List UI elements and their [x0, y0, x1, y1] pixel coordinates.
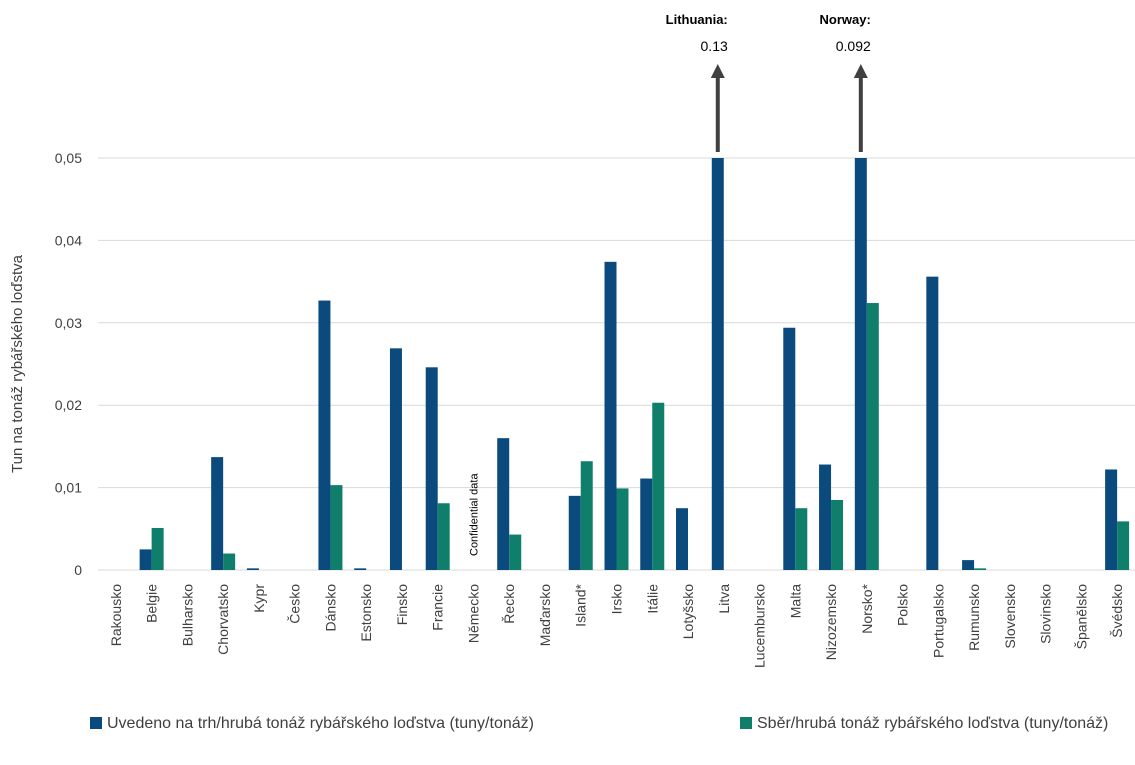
bar [1117, 521, 1130, 570]
bar [568, 495, 581, 570]
bar [425, 367, 438, 570]
callout-value: 0.13 [701, 38, 728, 54]
y-axis-label: Tun na tonáž rybářského loďstva [9, 254, 26, 473]
bar [819, 464, 832, 570]
bar [962, 560, 975, 570]
x-tick-label: Kypr [251, 584, 267, 613]
x-tick-label: Rakousko [108, 584, 124, 646]
y-tick-label: 0,01 [55, 480, 82, 496]
bar [974, 568, 987, 570]
bar [795, 508, 808, 570]
x-tick-label: Slovensko [1002, 584, 1018, 649]
overflow-arrow-head [853, 64, 868, 78]
x-tick-label: Nizozemsko [823, 584, 839, 660]
bar [509, 534, 522, 570]
y-axis-ticks: 0 0,01 0,02 0,03 0,04 0,05 [55, 150, 82, 578]
bar [389, 348, 402, 570]
bar [580, 461, 593, 570]
x-tick-label: Island* [573, 583, 589, 626]
bars [139, 158, 1130, 570]
legend-label-marketed: Uvedeno na trh/hrubá tonáž rybářského lo… [107, 715, 534, 732]
bar [676, 508, 689, 570]
legend-label-collected: Sběr/hrubá tonáž rybářského loďstva (tun… [757, 715, 1109, 732]
bar [139, 549, 152, 570]
x-tick-label: Řecko [501, 584, 517, 624]
x-tick-label: Belgie [144, 584, 160, 623]
x-tick-label: Španělsko [1073, 584, 1089, 650]
x-tick-label: Portugalsko [930, 584, 946, 658]
y-tick-label: 0,05 [55, 150, 82, 166]
legend-swatch-collected [740, 717, 752, 729]
bar [604, 261, 617, 570]
annotations: Lithuania: 0.13 Norway: 0.092 Confidential d… [468, 12, 871, 556]
x-axis-categories: Rakousko Belgie Bulharsko Chorvatsko Kypr Čes… [108, 583, 1125, 668]
bar [831, 499, 844, 570]
y-tick-label: 0 [74, 562, 82, 578]
bar [640, 478, 653, 570]
callout-label: Lithuania: [666, 12, 728, 27]
x-tick-label: Finsko [394, 584, 410, 625]
bar [246, 568, 259, 570]
x-tick-label: Rumunsko [966, 584, 982, 651]
bar [1105, 469, 1118, 570]
bar [497, 438, 510, 570]
x-tick-label: Dánsko [322, 584, 338, 632]
x-tick-label: Norsko* [859, 583, 875, 633]
legend-item-collected: Sběr/hrubá tonáž rybářského loďstva (tun… [740, 712, 1120, 736]
x-tick-label: Polsko [895, 584, 911, 626]
bar [854, 158, 867, 570]
bar [616, 488, 629, 570]
bar [866, 303, 879, 570]
x-tick-label: Chorvatsko [215, 584, 231, 655]
overflow-arrow-head [710, 64, 725, 78]
x-tick-label: Itálie [644, 584, 660, 614]
y-tick-label: 0,04 [55, 232, 82, 248]
bar [223, 553, 236, 570]
x-tick-label: Francie [430, 584, 446, 631]
x-tick-label: Slovinsko [1038, 584, 1054, 644]
bar [354, 568, 367, 570]
x-tick-label: Maďarsko [537, 584, 553, 647]
x-tick-label: Bulharsko [179, 584, 195, 646]
callout-value: 0.092 [836, 38, 871, 54]
bar [330, 485, 343, 570]
x-tick-label: Česko [287, 584, 303, 624]
bar [318, 300, 331, 570]
x-tick-label: Malta [787, 584, 803, 618]
x-tick-label: Lotyšsko [680, 584, 696, 639]
bar [652, 402, 665, 570]
bar [926, 276, 939, 570]
x-tick-label: Švédsko [1109, 584, 1125, 638]
x-tick-label: Irsko [609, 584, 625, 615]
bar [437, 503, 450, 570]
callout-label: Norway: [820, 12, 871, 27]
y-tick-label: 0,03 [55, 315, 82, 331]
x-tick-label: Litva [716, 584, 732, 614]
x-tick-label: Lucembursko [752, 584, 768, 668]
x-tick-label: Estonsko [358, 584, 374, 642]
y-tick-label: 0,02 [55, 397, 82, 413]
bar [211, 457, 224, 570]
bar [151, 527, 164, 570]
legend-item-marketed: Uvedeno na trh/hrubá tonáž rybářského lo… [90, 712, 534, 736]
x-tick-label: Německo [465, 584, 481, 643]
legend-swatch-marketed [90, 717, 102, 729]
bar [711, 158, 724, 570]
bar [783, 327, 796, 570]
confidential-note: Confidential data [468, 473, 480, 556]
